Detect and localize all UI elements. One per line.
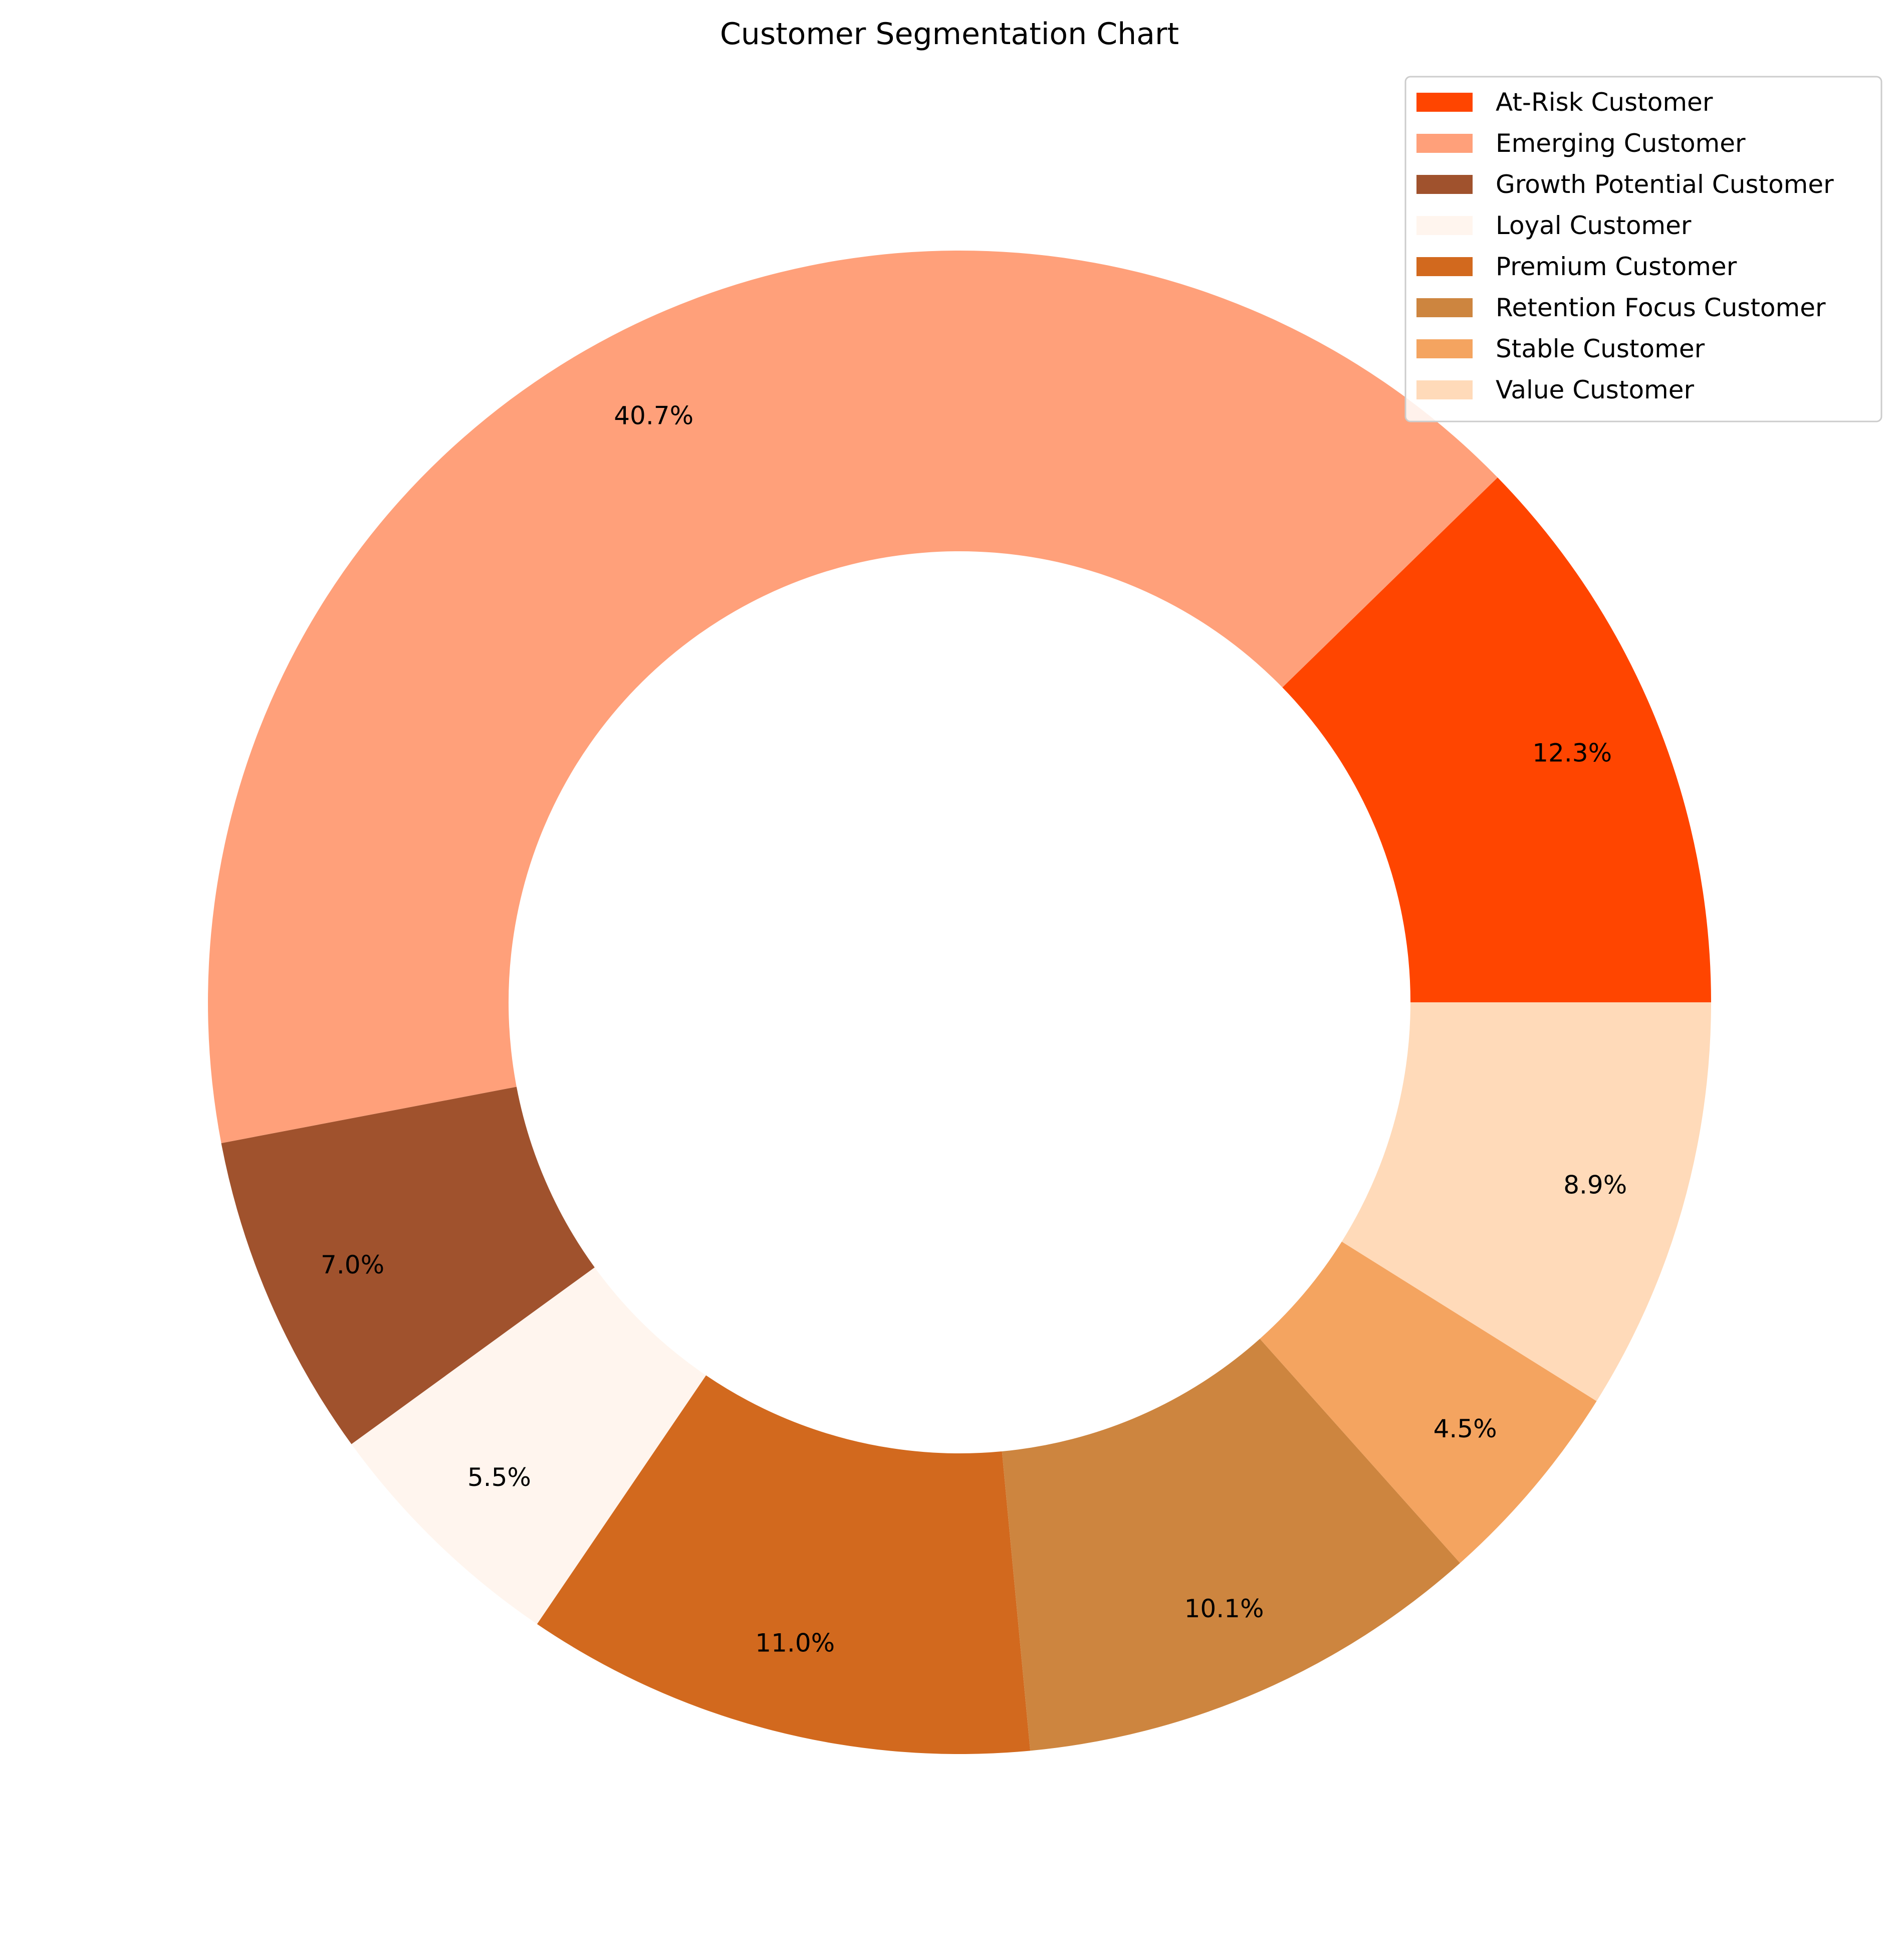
legend-swatch-growth-potential-customer	[1416, 175, 1473, 194]
percent-label-value-customer: 8.9%	[1563, 1170, 1627, 1199]
legend-label-stable-customer: Stable Customer	[1496, 334, 1705, 363]
slice-retention-focus-customer	[1002, 1339, 1461, 1751]
slice-loyal-customer	[351, 1267, 706, 1624]
percent-label-retention-focus-customer: 10.1%	[1184, 1594, 1264, 1623]
legend-label-retention-focus-customer: Retention Focus Customer	[1496, 293, 1826, 322]
slice-growth-potential-customer	[221, 1087, 595, 1444]
slice-premium-customer	[537, 1375, 1031, 1754]
legend-swatch-premium-customer	[1416, 257, 1473, 276]
legend-swatch-emerging-customer	[1416, 134, 1473, 153]
legend: At-Risk Customer Emerging Customer Growth …	[1404, 76, 1882, 422]
percent-label-growth-potential-customer: 7.0%	[321, 1250, 384, 1279]
slice-emerging-customer	[207, 250, 1498, 1144]
legend-label-growth-potential-customer: Growth Potential Customer	[1496, 170, 1834, 199]
legend-label-at-risk-customer: At-Risk Customer	[1496, 88, 1713, 117]
percent-label-emerging-customer: 40.7%	[614, 401, 693, 430]
legend-label-loyal-customer: Loyal Customer	[1496, 211, 1692, 240]
percent-label-loyal-customer: 5.5%	[467, 1463, 531, 1492]
percent-label-premium-customer: 11.0%	[755, 1629, 835, 1658]
legend-label-premium-customer: Premium Customer	[1496, 252, 1737, 281]
percent-labels-group: 12.3% 40.7% 7.0% 5.5% 11.0% 10.1% 4.5% 8.9%	[321, 401, 1627, 1658]
legend-swatch-value-customer	[1416, 380, 1473, 399]
slice-at-risk-customer	[1282, 477, 1711, 1002]
slice-value-customer	[1341, 1002, 1711, 1401]
percent-label-stable-customer: 4.5%	[1434, 1414, 1497, 1443]
legend-frame	[1404, 76, 1882, 422]
slice-stable-customer	[1260, 1241, 1597, 1563]
legend-label-emerging-customer: Emerging Customer	[1496, 129, 1746, 158]
legend-swatch-at-risk-customer	[1416, 93, 1473, 112]
legend-swatch-loyal-customer	[1416, 216, 1473, 235]
percent-label-at-risk-customer: 12.3%	[1532, 739, 1612, 768]
chart-title: Customer Segmentation Chart	[720, 17, 1179, 52]
legend-swatch-stable-customer	[1416, 339, 1473, 358]
slices-group	[207, 250, 1711, 1754]
legend-swatch-retention-focus-customer	[1416, 298, 1473, 317]
legend-label-value-customer: Value Customer	[1496, 375, 1695, 404]
